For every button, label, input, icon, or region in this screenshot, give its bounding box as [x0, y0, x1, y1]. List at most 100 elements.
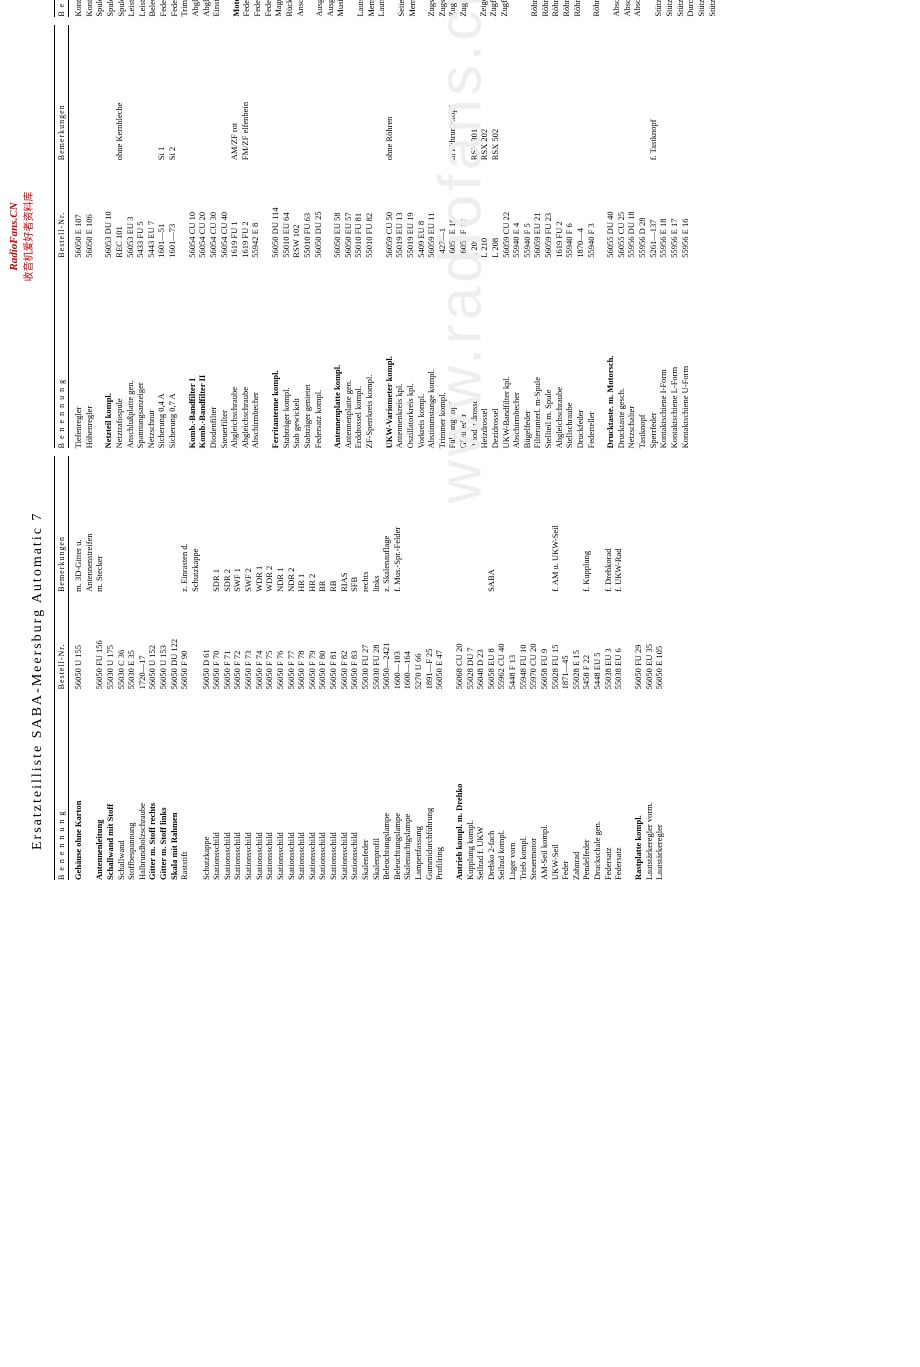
header-benennung: B e n e n n u n g [57, 0, 66, 17]
table-row: Kontaktschiene I-Form55956 E 18 [658, 25, 669, 449]
cell-bemerk [426, 25, 437, 161]
cell-bestell: 56050 FU 156 [94, 592, 105, 689]
cell-bemerk: SFB [349, 456, 360, 592]
table-row: Ferritantenne kompl.56050 DU 114 [270, 25, 281, 449]
cell-bemerk [416, 25, 427, 161]
cell-bemerk: WDR 1 [254, 456, 265, 592]
cell-bestell: 55028 E 15 [571, 592, 582, 689]
cell-benennung: Stationsschild [339, 689, 350, 880]
cell-bemerk [169, 456, 180, 592]
cell-bestell: 55940 F 5 [522, 160, 533, 257]
table-row: Seilrad kompl.55962 CU 40 [496, 456, 507, 880]
row-gap [469, 0, 478, 17]
cell-benennung: Schutzkappe [201, 689, 212, 880]
cell-bestell: 1619 FU 2 [240, 160, 251, 257]
cell-benennung: Stationsschild [286, 689, 297, 880]
table-row: Druckfeder1870—4 [575, 25, 586, 449]
cell-bemerk [125, 25, 136, 161]
table-row: Federsatz55038 EU 6f. UKW-Rad [613, 456, 624, 880]
table-row: Diodenfilter56054 CU 30 [208, 25, 219, 449]
cell-bestell: 56050 F 80 [317, 592, 328, 689]
table-row: Membran kompl.1670 EU 12 [407, 0, 418, 17]
cell-benennung: Gitter m. Stoff links [158, 689, 169, 880]
cell-bemerk [402, 456, 413, 592]
cell-benennung: Zugseil f. FM-Anzeige [437, 0, 448, 17]
cell-bestell: 56050 F 78 [296, 592, 307, 689]
table-row: Lager vorn5448 F 13 [507, 456, 518, 880]
cell-benennung: Steuerfilter [219, 258, 230, 449]
cell-benennung: Membran kompl. [407, 0, 418, 17]
cell-benennung: Röhrenfassung Noval [550, 0, 561, 17]
cell-bestell: 56050 U 153 [158, 592, 169, 689]
table-row: Drucktaste gesch.56055 CU 25 [616, 25, 627, 449]
cell-benennung: Stationsschild [222, 689, 233, 880]
cell-benennung: Seilrad f. UKW [475, 689, 486, 880]
cell-bestell: 1871—45 [560, 592, 571, 689]
cell-benennung: Profilring [434, 689, 445, 880]
cell-bestell: 55962 CU 40 [496, 592, 507, 689]
cell-benennung: Stabträger kompl. [281, 258, 292, 449]
cell-bestell: 56050 DU 122 [169, 592, 180, 689]
cell-benennung: Stellteil m. Spule [543, 258, 554, 449]
cell-bestell: 1601—51 [156, 160, 167, 257]
table-row: Stabträger kompl.55010 EU 64 [281, 25, 292, 449]
cell-bestell: 56050 F 77 [286, 592, 297, 689]
cell-bemerk [637, 25, 648, 161]
cell-bestell: 56054 CU 30 [208, 160, 219, 257]
table-row: Stationsschild56050 F 77NDR 2 [286, 456, 297, 880]
cell-benennung: Ausgangstrafo [314, 0, 325, 17]
cell-bemerk: HR 1 [296, 456, 307, 592]
cell-benennung: UKW-Variometer kompl. [384, 258, 395, 449]
table-row: Motorschalter kompl.56056 DU 20 [231, 0, 242, 17]
cell-bestell: 56050 FU 29 [633, 592, 644, 689]
cell-bestell: 56050 EU 35 [644, 592, 655, 689]
cell-bestell: 56050 F 79 [307, 592, 318, 689]
table-row: Stützpunkt 2-fach1608 U 27 [675, 0, 686, 17]
table-row: Antennenplatte gen.56050 EU 57 [343, 25, 354, 449]
cell-benennung: Lautstärkeregler vorm. [644, 689, 655, 880]
cell-bestell: 56059 EU 11 [426, 160, 437, 257]
cell-bestell: 5443 EU 7 [146, 160, 157, 257]
cell-bestell: 55030 FU 28 [371, 592, 382, 689]
cell-bestell: 56050 DU 25 [313, 160, 324, 257]
cell-benennung: Drehko 2-fach [486, 689, 497, 880]
cell-benennung: Abgleichschraube [201, 0, 212, 17]
table-row: Schutzkappe [190, 456, 201, 880]
table-row: Komb.-Bandfilter II56054 CU 20 [197, 25, 208, 449]
cell-bemerk: RSX 301 [469, 25, 480, 161]
cell-bemerk [658, 25, 669, 161]
cell-bestell: 56050 F 82 [339, 592, 350, 689]
table-row: Leiste f. Schalter55957 E 46ohne Kontakt… [137, 0, 148, 17]
cell-benennung: Antennenplatte gen. [343, 258, 354, 449]
cell-bestell: 1870—4 [575, 160, 586, 257]
table-row: Ferritseil [510, 0, 521, 17]
cell-bemerk: RSX 502 [490, 25, 501, 161]
table-row: Abschirmbecher55942 E 8 [250, 25, 261, 449]
cell-benennung: Führungstopf [447, 258, 458, 449]
cell-benennung [190, 689, 201, 880]
table-row: Ausgangstrafo1653 EU 25 [314, 0, 325, 17]
cell-bestell: 56050 E 107 [73, 160, 84, 257]
table-row: Spulenträger m. Spulen56055 E 52KW [116, 0, 127, 17]
cell-benennung: Stellschraube [564, 258, 575, 449]
cell-benennung: Stab gewickelt [291, 258, 302, 449]
cell-benennung: Stabträger genietet [302, 258, 313, 449]
cell-benennung: Röhrenhalter [591, 0, 602, 17]
cell-bemerk [528, 456, 539, 592]
table-row: Netzschalter55956 DU 18 [626, 25, 637, 449]
cell-bestell: 56059 F 12 [458, 160, 469, 257]
cell-bestell: 55038 EU 3 [603, 592, 614, 689]
cell-bestell: L 209 [469, 160, 480, 257]
cell-bestell: 56050 F 75 [264, 592, 275, 689]
table-row: Sperrfeder5261—137f. Tastknopf [648, 25, 659, 449]
table-row: Stationsschild56050 F 80BR [317, 456, 328, 880]
cell-bemerk [644, 456, 655, 592]
table-row: UKW-Variometer kompl.56059 CU 50ohne Röh… [384, 25, 395, 449]
table-row: Röhrenhalter1874—25f. EL 84 [591, 0, 602, 17]
cell-bemerk: NDR 1 [275, 456, 286, 592]
cell-bemerk [332, 25, 343, 161]
cell-benennung: Federsatz kompl. [313, 258, 324, 449]
table-row: Zugseil f. Ferritant.55030 FU 95 [447, 0, 458, 17]
table-row: HeizdrosselL 210RSX 202 [479, 25, 490, 449]
cell-benennung: Federteller [586, 258, 597, 449]
